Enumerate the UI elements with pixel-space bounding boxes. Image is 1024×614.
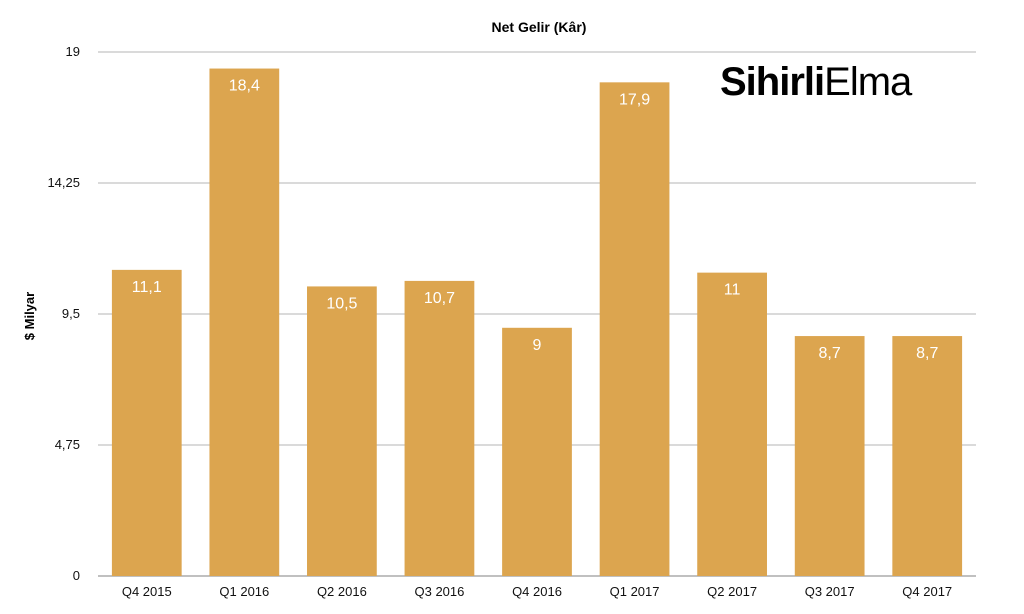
x-tick-label: Q4 2017 xyxy=(902,584,952,599)
y-axis-label: $ Milyar xyxy=(22,292,37,340)
data-label: 8,7 xyxy=(819,345,841,362)
x-tick-label: Q2 2017 xyxy=(707,584,757,599)
data-label: 10,5 xyxy=(326,295,357,312)
logo-bold-text: Sihirli xyxy=(720,60,824,104)
data-label: 17,9 xyxy=(619,91,650,108)
data-label: 8,7 xyxy=(916,345,938,362)
y-tick-label: 0 xyxy=(73,568,80,583)
bar xyxy=(599,82,670,576)
bar xyxy=(502,327,572,576)
bar xyxy=(111,269,182,576)
y-tick-label: 19 xyxy=(66,44,80,59)
bar xyxy=(209,68,280,577)
y-tick-label: 9,5 xyxy=(62,306,80,321)
bar xyxy=(892,336,963,576)
data-label: 11,1 xyxy=(132,279,162,296)
chart-title: Net Gelir (Kâr) xyxy=(492,19,587,35)
x-tick-label: Q3 2016 xyxy=(415,584,465,599)
x-tick-label: Q2 2016 xyxy=(317,584,367,599)
svg-text:SihirliElma: SihirliElma xyxy=(720,60,913,104)
data-label: 18,4 xyxy=(229,78,260,95)
logo: SihirliElma xyxy=(720,60,914,104)
logo-light-text: Elma xyxy=(824,60,913,104)
data-labels: 11,1 18,4 10,5 10,7 9 17,9 11 8,7 8,7 xyxy=(132,78,939,363)
y-tick-label: 4,75 xyxy=(55,437,80,452)
y-axis-ticks: 0 4,75 9,5 14,25 19 xyxy=(47,44,80,583)
x-tick-label: Q4 2015 xyxy=(122,584,172,599)
x-tick-label: Q4 2016 xyxy=(512,584,562,599)
x-tick-label: Q1 2016 xyxy=(219,584,269,599)
x-tick-label: Q3 2017 xyxy=(805,584,855,599)
bar xyxy=(307,286,377,576)
data-label: 11 xyxy=(724,282,741,299)
bar xyxy=(794,336,865,576)
data-label: 10,7 xyxy=(424,290,455,307)
data-label: 9 xyxy=(533,337,542,354)
y-tick-label: 14,25 xyxy=(47,175,80,190)
bar xyxy=(697,272,767,576)
bar xyxy=(404,280,475,576)
x-tick-label: Q1 2017 xyxy=(610,584,660,599)
x-axis-ticks: Q4 2015 Q1 2016 Q2 2016 Q3 2016 Q4 2016 Q1 20… xyxy=(122,584,952,599)
bars xyxy=(111,68,963,577)
